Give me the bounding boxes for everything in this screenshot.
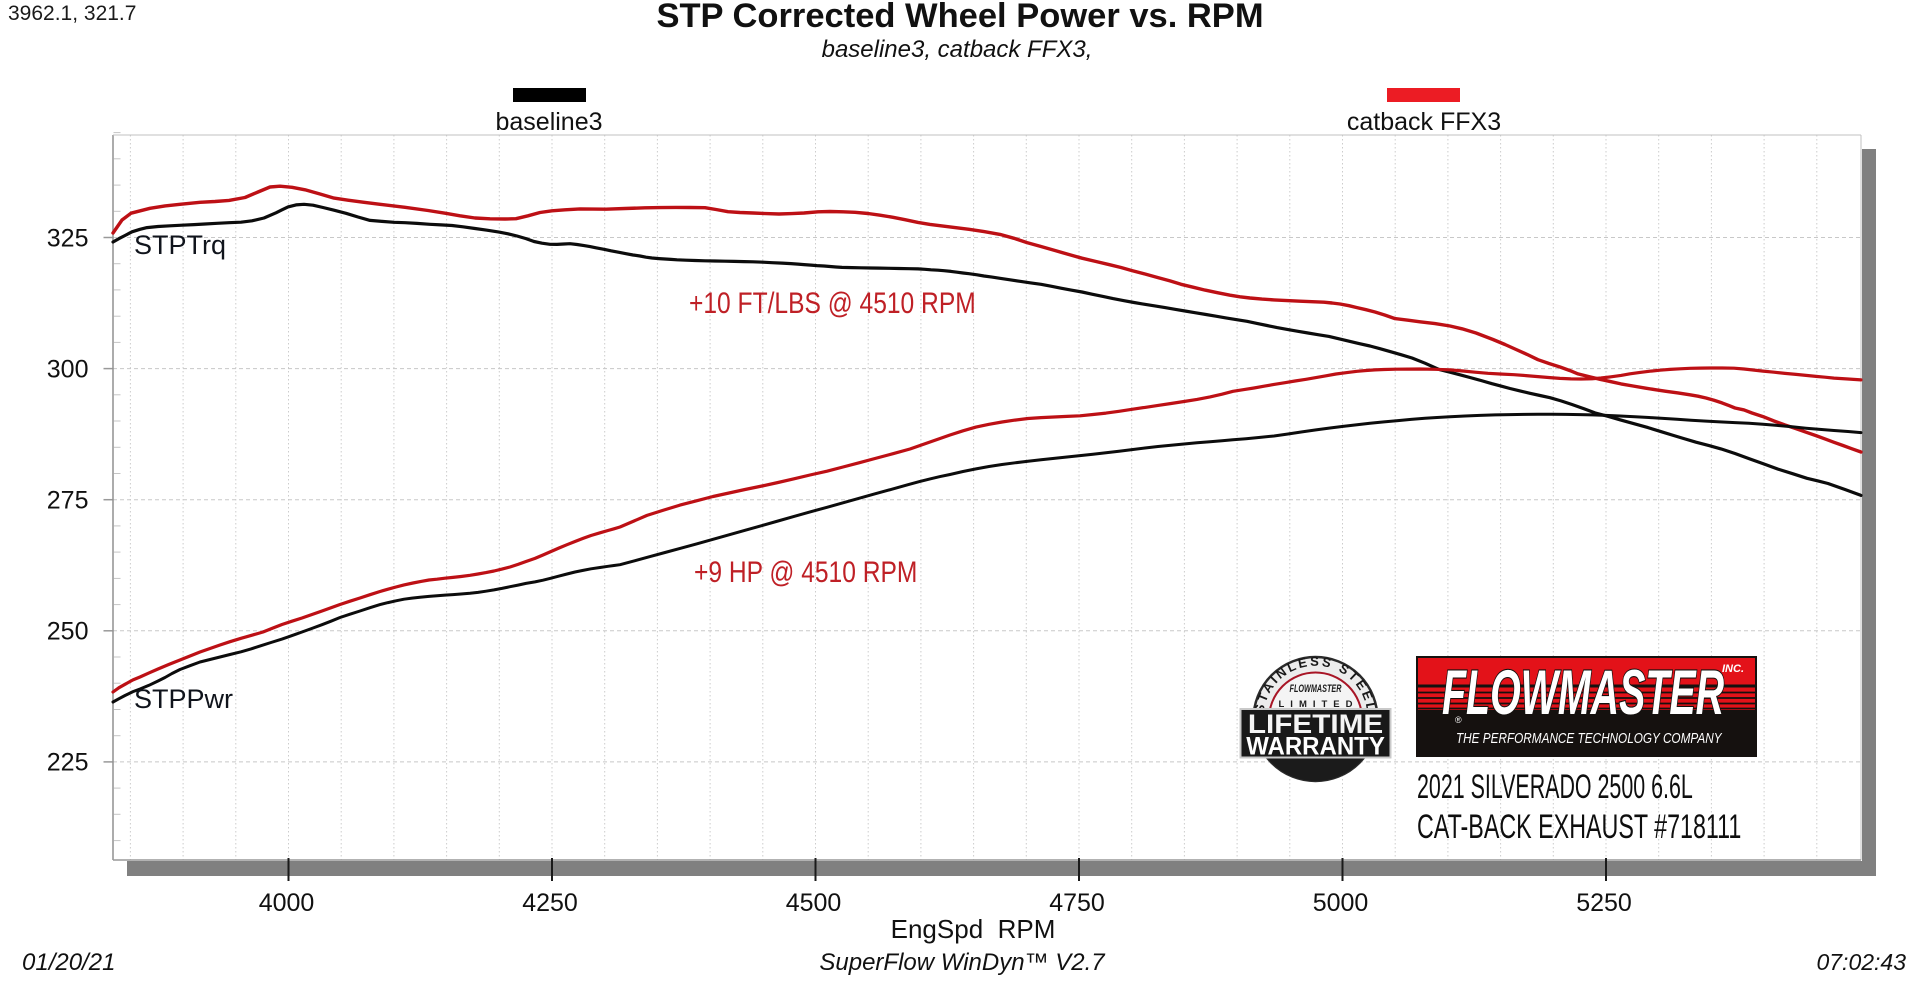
svg-text:INC.: INC. xyxy=(1722,663,1744,675)
svg-text:5000: 5000 xyxy=(1313,889,1369,917)
svg-text:®: ® xyxy=(1455,715,1462,725)
svg-text:300: 300 xyxy=(47,355,89,383)
svg-text:3962.1, 321.7: 3962.1, 321.7 xyxy=(8,2,136,25)
svg-text:+10 FT/LBS @ 4510 RPM: +10 FT/LBS @ 4510 RPM xyxy=(689,286,976,320)
svg-text:WARRANTY: WARRANTY xyxy=(1246,733,1385,761)
svg-text:EngSpd RPM: EngSpd RPM xyxy=(891,914,1056,944)
svg-text:225: 225 xyxy=(47,749,89,777)
svg-text:baseline3: baseline3 xyxy=(495,108,602,136)
svg-text:07:02:43: 07:02:43 xyxy=(1816,949,1906,975)
svg-text:4000: 4000 xyxy=(259,889,315,917)
svg-text:catback FFX3: catback FFX3 xyxy=(1347,108,1501,136)
svg-text:250: 250 xyxy=(47,618,89,646)
svg-text:4500: 4500 xyxy=(786,889,842,917)
svg-text:CAT-BACK EXHAUST #718111: CAT-BACK EXHAUST #718111 xyxy=(1417,809,1741,846)
svg-text:STP Corrected Wheel Power vs.: STP Corrected Wheel Power vs. RPM xyxy=(656,0,1263,35)
svg-text:SuperFlow WinDyn™ V2.7: SuperFlow WinDyn™ V2.7 xyxy=(819,949,1106,976)
svg-text:THE PERFORMANCE TECHNOLOGY COM: THE PERFORMANCE TECHNOLOGY COMPANY xyxy=(1456,730,1722,747)
svg-text:baseline3, catback FFX3,: baseline3, catback FFX3, xyxy=(822,36,1093,63)
svg-text:2021 SILVERADO 2500 6.6L: 2021 SILVERADO 2500 6.6L xyxy=(1417,768,1693,806)
svg-text:4750: 4750 xyxy=(1049,889,1105,917)
svg-text:STPPwr: STPPwr xyxy=(134,684,233,714)
svg-text:01/20/21: 01/20/21 xyxy=(22,949,115,976)
svg-text:STPTrq: STPTrq xyxy=(134,230,226,260)
svg-text:325: 325 xyxy=(47,224,89,252)
svg-text:4250: 4250 xyxy=(522,889,578,917)
svg-text:LIFETIME: LIFETIME xyxy=(1248,709,1383,739)
svg-text:275: 275 xyxy=(47,487,89,515)
svg-text:FLOWMASTER: FLOWMASTER xyxy=(1290,683,1342,695)
svg-text:FLOWMASTER: FLOWMASTER xyxy=(1442,658,1724,729)
svg-text:+9 HP @ 4510 RPM: +9 HP @ 4510 RPM xyxy=(694,555,917,589)
svg-text:LIMITED: LIMITED xyxy=(1279,699,1359,710)
svg-text:5250: 5250 xyxy=(1576,889,1632,917)
